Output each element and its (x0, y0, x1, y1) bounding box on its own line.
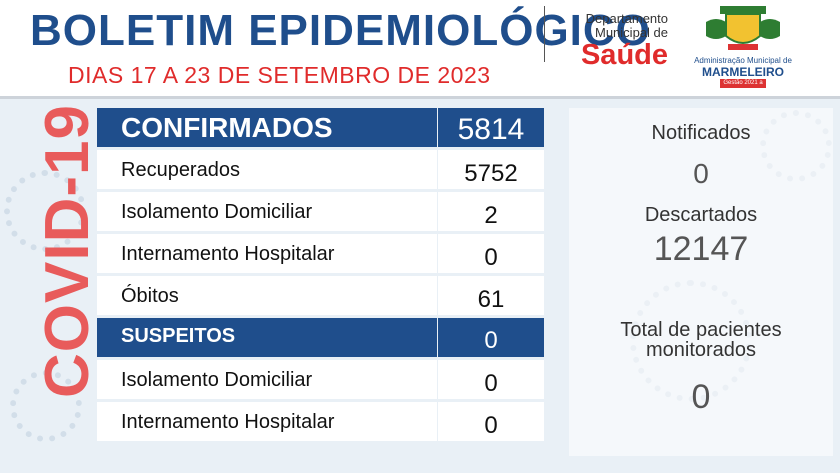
dept-line2: Municipal de (595, 25, 668, 40)
virus-decoration (10, 370, 82, 442)
isolamento-label: Isolamento Domiciliar (121, 201, 313, 223)
summary-panel (569, 108, 833, 456)
descartados-value: 12147 (653, 230, 749, 268)
municipality-logo: Administração Municipal de MARMELEIRO Ge… (682, 0, 804, 95)
logo-line3: Gestão 2021 a 2024 (720, 79, 766, 95)
susp-isolamento-value: 0 (484, 370, 498, 397)
page-title: BOLETIM EPIDEMIOLÓGICO (30, 6, 651, 55)
notificados-label: Notificados (651, 122, 751, 144)
crest-icon (706, 6, 780, 50)
obitos-label: Óbitos (121, 285, 179, 307)
dept-saude: Saúde (580, 39, 668, 71)
monitorados-value: 0 (691, 378, 711, 416)
header: BOLETIM EPIDEMIOLÓGICO DIAS 17 A 23 DE S… (0, 0, 840, 96)
department-logo: Departamento Municipal de Saúde (560, 11, 668, 71)
header-underline (0, 96, 840, 99)
monitorados-label: Total de pacientes monitorados (569, 320, 833, 360)
recuperados-label: Recuperados (121, 159, 240, 181)
logo-line1: Administração Municipal de (694, 56, 792, 65)
notificados-value: 0 (693, 158, 709, 189)
confirmados-value: 5814 (457, 113, 525, 146)
susp-isolamento-label: Isolamento Domiciliar (121, 369, 313, 391)
confirmados-label: CONFIRMADOS (121, 112, 333, 143)
suspeitos-value: 0 (484, 327, 498, 354)
isolamento-value: 2 (484, 202, 498, 229)
header-divider (544, 6, 545, 62)
monitorados-label-line1: Total de pacientes (620, 319, 782, 341)
date-range: DIAS 17 A 23 DE SETEMBRO DE 2023 (68, 62, 491, 88)
susp-internamento-value: 0 (484, 412, 498, 439)
descartados-label: Descartados (644, 204, 758, 226)
monitorados-label-line2: monitorados (645, 339, 757, 361)
internamento-label: Internamento Hospitalar (121, 243, 335, 265)
dept-line1: Departamento (585, 11, 668, 26)
logo-line2: MARMELEIRO (702, 65, 784, 79)
recuperados-value: 5752 (464, 160, 518, 187)
susp-internamento-label: Internamento Hospitalar (121, 411, 335, 433)
virus-decoration (4, 170, 86, 252)
internamento-value: 0 (484, 244, 498, 271)
obitos-value: 61 (477, 286, 505, 313)
suspeitos-label: SUSPEITOS (121, 325, 236, 347)
covid-label-text: COVID-19 (33, 104, 102, 398)
